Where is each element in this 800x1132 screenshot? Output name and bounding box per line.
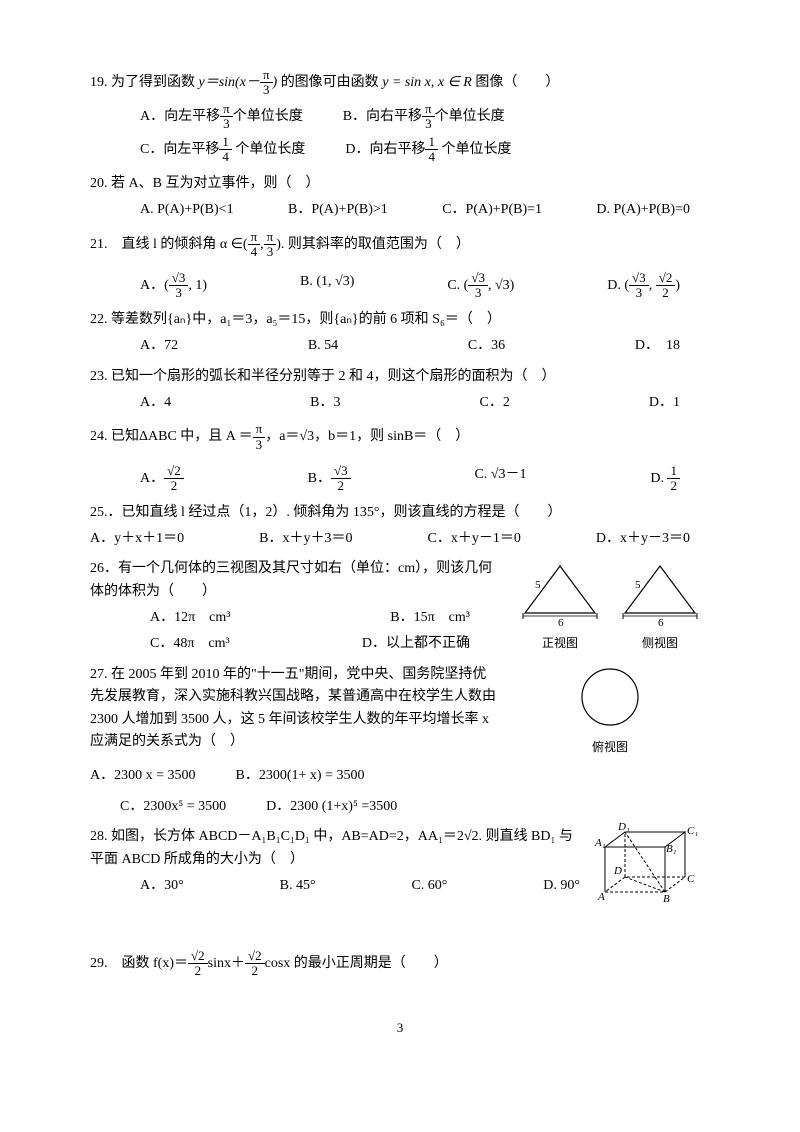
question-19: 19. 为了得到函数 y＝sin(x－π3) 的图像可由函数 y = sin x… xyxy=(90,68,710,165)
svg-text:B₁: B₁ xyxy=(666,843,677,855)
q22-a: A．72 xyxy=(140,335,178,357)
question-23: 23. 已知一个扇形的弧长和半径分别等于 2 和 4，则这个扇形的面积为（ ） … xyxy=(90,366,710,415)
q27-stem: 27. 在 2005 年到 2010 年的"十一五"期间，党中央、国务院坚持优先… xyxy=(90,664,500,754)
svg-text:5: 5 xyxy=(635,579,641,591)
q19-opt-b: B．向右平移π3个单位长度 xyxy=(343,102,505,132)
q28-c: C. 60° xyxy=(411,875,447,897)
side-view-label: 侧视图 xyxy=(615,634,705,653)
q21-c: C. (√33, √3) xyxy=(447,271,514,301)
q28-d: D. 90° xyxy=(543,875,580,897)
front-view-label: 正视图 xyxy=(515,634,605,653)
side-view-triangle-icon: 5 6 xyxy=(615,558,705,628)
q21-b: B. (1, √3) xyxy=(300,271,354,301)
question-28: 28. 如图，长方体 ABCD－A₁B₁C₁D₁ 中，AB=AD=2，AA₁＝2… xyxy=(90,826,580,897)
q28-cube-figure: A B C D A₁ B₁ C₁ D₁ xyxy=(590,822,710,940)
q19-func1-pre: y＝sin(x－ xyxy=(199,75,260,90)
question-25: 25.．已知直线 l 经过点（1，2）. 倾斜角为 135°，则该直线的方程是（… xyxy=(90,502,710,551)
svg-text:D: D xyxy=(613,865,622,877)
q28-b: B. 45° xyxy=(280,875,316,897)
q25-b: B．x＋y＋3＝0 xyxy=(259,528,352,550)
front-view-triangle-icon: 5 6 xyxy=(515,558,605,628)
q19-stem-a: 19. 为了得到函数 xyxy=(90,75,199,90)
question-21: 21. 直线 l 的倾斜角 α ∈(π4,π3). 则其斜率的取值范围为（ ） … xyxy=(90,230,710,301)
question-26: 26．有一个几何体的三视图及其尺寸如右（单位：cm），则该几何体的体积为（ ） … xyxy=(90,558,500,656)
q19-stem-b: 的图像可由函数 xyxy=(281,75,383,90)
q29-stem-a: 29. 函数 f(x)＝ xyxy=(90,956,188,971)
q28-stem: 28. 如图，长方体 ABCD－A₁B₁C₁D₁ 中，AB=AD=2，AA₁＝2… xyxy=(90,826,580,871)
q26-figures: 5 6 正视图 5 6 侧视图 俯视图 xyxy=(510,558,710,757)
q23-stem: 23. 已知一个扇形的弧长和半径分别等于 2 和 4，则这个扇形的面积为（ ） xyxy=(90,366,710,388)
q19-opt-a: A．向左平移π3个单位长度 xyxy=(140,102,303,132)
question-29: 29. 函数 f(x)＝√22sinx＋√22cosx 的最小正周期是（ ） xyxy=(90,949,710,979)
q21-stem-b: ). 则其斜率的取值范围为（ ） xyxy=(276,237,470,252)
q19-opt-d: D．向右平移14 个单位长度 xyxy=(345,135,511,165)
q19-opt-c: C．向左平移14 个单位长度 xyxy=(140,135,305,165)
q29-stem-b: cosx 的最小正周期是（ ） xyxy=(265,956,448,971)
q19-stem-c: 图像（ ） xyxy=(475,75,559,90)
q22-c: C．36 xyxy=(468,335,505,357)
question-27: 27. 在 2005 年到 2010 年的"十一五"期间，党中央、国务院坚持优先… xyxy=(90,664,500,754)
q24-c: C. √3－1 xyxy=(474,464,526,494)
q24-stem-b: ，a＝√3，b＝1，则 sinB＝（ ） xyxy=(265,429,469,444)
q22-d: D． 18 xyxy=(635,335,680,357)
q21-stem-a: 21. 直线 l 的倾斜角 α ∈( xyxy=(90,237,248,252)
q24-stem-a: 24. 已知ΔABC 中，且 A ＝ xyxy=(90,429,253,444)
q28-a: A．30° xyxy=(140,875,184,897)
q20-a: A. P(A)+P(B)<1 xyxy=(140,199,234,221)
q26-stem: 26．有一个几何体的三视图及其尺寸如右（单位：cm），则该几何体的体积为（ ） xyxy=(90,558,500,603)
question-24: 24. 已知ΔABC 中，且 A ＝π3，a＝√3，b＝1，则 sinB＝（ ）… xyxy=(90,422,710,493)
q23-b: B．3 xyxy=(310,392,340,414)
q20-c: C．P(A)+P(B)=1 xyxy=(442,199,542,221)
svg-text:C: C xyxy=(687,873,695,885)
q22-stem: 22. 等差数列{aₙ}中，a₁＝3，a₅＝15，则{aₙ}的前 6 项和 S₆… xyxy=(90,309,710,331)
q25-c: C．x＋y－1＝0 xyxy=(428,528,521,550)
q26-c: C．48π cm³ xyxy=(150,633,230,655)
svg-text:5: 5 xyxy=(535,579,541,591)
q25-a: A．y＋x＋1＝0 xyxy=(90,528,184,550)
q26-a: A．12π cm³ xyxy=(150,607,230,629)
q24-b: B．√32 xyxy=(308,464,351,494)
cuboid-icon: A B C D A₁ B₁ C₁ D₁ xyxy=(590,822,710,932)
q26-d: D．以上都不正确 xyxy=(362,633,470,655)
q23-c: C．2 xyxy=(480,392,510,414)
q21-d: D. (√33, √22) xyxy=(607,271,680,301)
q23-d: D．1 xyxy=(649,392,680,414)
q25-d: D．x＋y－3＝0 xyxy=(596,528,690,550)
q27-d: D．2300 (1+x)⁵ =3500 xyxy=(266,796,397,818)
q19-frac: π3 xyxy=(260,68,273,98)
q27-c: C．2300x⁵ = 3500 xyxy=(120,796,226,818)
svg-text:6: 6 xyxy=(658,617,664,628)
q24-d: D. 12 xyxy=(650,464,680,494)
q23-a: A．4 xyxy=(140,392,171,414)
question-20: 20. 若 A、B 互为对立事件，则（ ） A. P(A)+P(B)<1 B．P… xyxy=(90,173,710,222)
q27-a: A．2300 x = 3500 xyxy=(90,765,196,787)
q19-func2: y = sin x, x ∈ R xyxy=(382,75,472,90)
q20-b: B．P(A)+P(B)>1 xyxy=(288,199,388,221)
svg-text:A₁: A₁ xyxy=(594,837,606,849)
svg-text:B: B xyxy=(663,893,670,905)
svg-text:A: A xyxy=(597,891,605,903)
svg-text:C₁: C₁ xyxy=(687,825,698,837)
q22-b: B. 54 xyxy=(308,335,338,357)
question-22: 22. 等差数列{aₙ}中，a₁＝3，a₅＝15，则{aₙ}的前 6 项和 S₆… xyxy=(90,309,710,358)
page-number: 3 xyxy=(90,1018,710,1039)
top-view-label: 俯视图 xyxy=(510,738,710,757)
q25-stem: 25.．已知直线 l 经过点（1，2）. 倾斜角为 135°，则该直线的方程是（… xyxy=(90,502,710,524)
q21-a: A．(√33, 1) xyxy=(140,271,207,301)
top-view-circle-icon xyxy=(575,662,645,732)
q20-stem: 20. 若 A、B 互为对立事件，则（ ） xyxy=(90,173,710,195)
q26-b: B．15π cm³ xyxy=(390,607,470,629)
svg-text:6: 6 xyxy=(558,617,564,628)
q19-func1-post: ) xyxy=(273,75,278,90)
q29-stem-mid: sinx＋ xyxy=(208,956,245,971)
q27-b: B．2300(1+ x) = 3500 xyxy=(236,765,365,787)
q24-a: A．√22 xyxy=(140,464,184,494)
svg-text:D₁: D₁ xyxy=(617,822,630,833)
q20-d: D. P(A)+P(B)=0 xyxy=(596,199,690,221)
